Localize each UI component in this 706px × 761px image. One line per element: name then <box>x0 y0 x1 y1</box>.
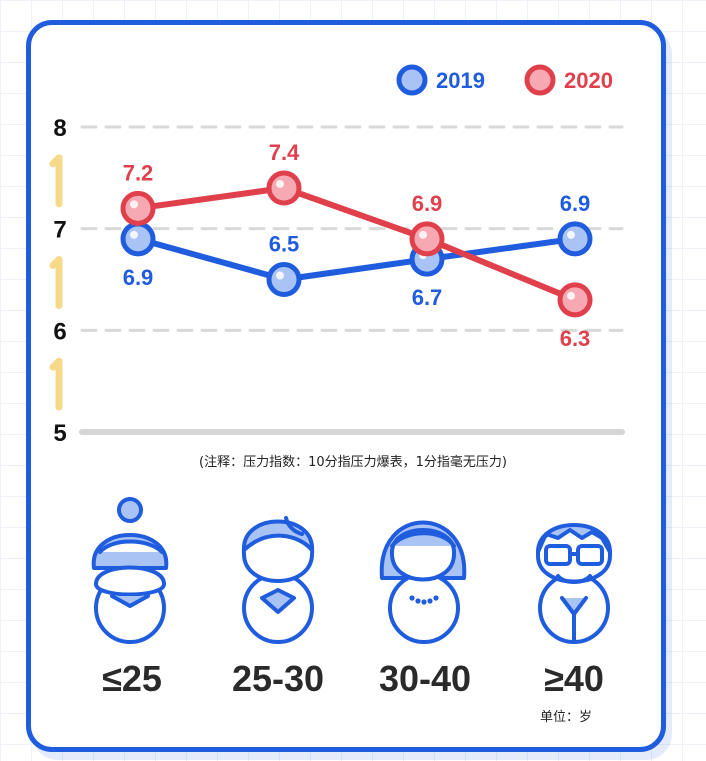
up-arrow-icon <box>49 256 63 309</box>
young-woman-bun-icon <box>91 497 169 644</box>
series-line-2020 <box>135 185 578 303</box>
series <box>120 170 593 318</box>
age-label-4: ≥40 <box>544 658 604 699</box>
data-point-highlight <box>130 230 138 239</box>
data-point-2019 <box>266 262 302 297</box>
data-point-highlight <box>567 291 575 300</box>
age-label-1: ≤25 <box>102 658 162 699</box>
y-tick-label: 7 <box>53 217 66 244</box>
age-label-3: 30-40 <box>378 658 472 699</box>
up-arrow-icon <box>49 154 63 208</box>
legend-label: 2019 <box>436 68 485 93</box>
data-label-2020: 7.2 <box>123 160 154 185</box>
y-tick-label: 6 <box>53 318 66 345</box>
unit-label: 单位：岁 <box>540 710 593 725</box>
series-line-2019 <box>135 235 578 283</box>
legend: 2019 2020 <box>396 64 613 96</box>
data-labels: 6.9 6.5 6.7 6.9 7.2 7.4 6.9 6.3 <box>123 140 591 351</box>
data-point-highlight <box>130 200 138 209</box>
woman-pearl-necklace-icon <box>379 520 467 644</box>
data-label-2019: 6.9 <box>560 191 591 216</box>
y-tick-label: 8 <box>53 115 66 142</box>
y-axis-arrows <box>49 154 63 411</box>
data-point-2020 <box>266 170 302 206</box>
data-label-2019: 6.9 <box>123 265 154 290</box>
data-label-2020: 7.4 <box>269 140 300 165</box>
data-point-2020 <box>409 221 445 257</box>
legend-label: 2020 <box>564 68 613 93</box>
data-point-highlight <box>276 180 284 188</box>
data-point-2020 <box>120 190 156 226</box>
y-axis-ticks: 5 6 7 8 <box>53 115 66 447</box>
grid <box>79 125 625 435</box>
legend-marker <box>524 64 556 96</box>
data-point-2020 <box>557 282 593 318</box>
data-point-highlight <box>276 271 284 280</box>
young-man-icon <box>241 516 315 644</box>
y-tick-label: 5 <box>53 420 66 447</box>
age-label-2: 25-30 <box>231 658 325 699</box>
data-label-2020: 6.3 <box>560 326 591 351</box>
data-point-2019 <box>557 221 593 257</box>
data-point-2019 <box>120 221 156 257</box>
legend-marker <box>396 64 428 96</box>
older-man-glasses-icon <box>535 523 613 644</box>
data-label-2019: 6.5 <box>269 232 300 257</box>
up-arrow-icon <box>49 357 63 411</box>
data-point-highlight <box>419 230 427 239</box>
data-label-2020: 6.9 <box>412 191 443 216</box>
data-point-highlight <box>567 230 575 239</box>
data-label-2019: 6.7 <box>412 285 443 310</box>
chart-note: (注释：压力指数：10分指压力爆表，1分指毫无压力) <box>199 455 507 470</box>
